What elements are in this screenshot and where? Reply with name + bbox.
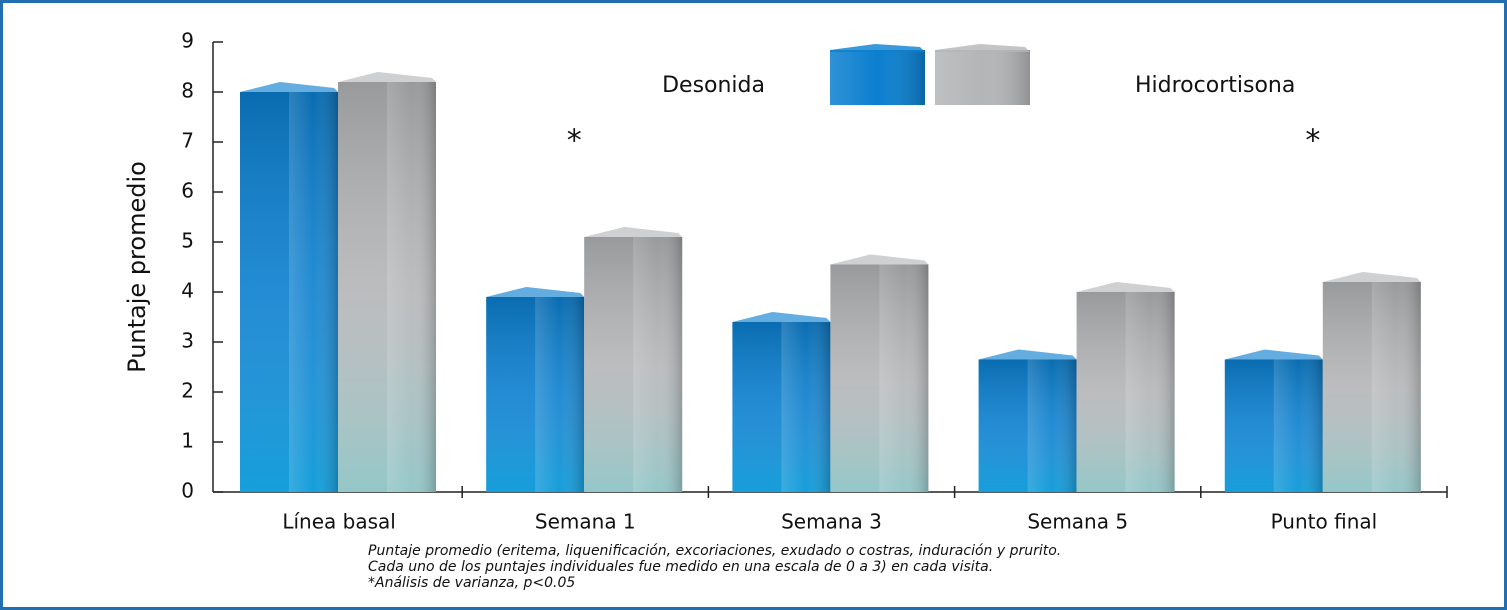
bar-cap (732, 312, 831, 322)
bar-cap-light (486, 287, 585, 297)
annotation: * (1305, 124, 1320, 159)
y-tick-label: 6 (181, 179, 194, 203)
bar-group (732, 312, 831, 492)
bar-side (633, 237, 683, 492)
legend-cap (830, 44, 925, 52)
legend-swatch-shade (830, 50, 925, 105)
bar-cap-light (978, 349, 1077, 360)
bar-cap (1224, 349, 1323, 360)
bar-side (387, 82, 436, 492)
bar-group (486, 287, 585, 492)
y-tick-label: 2 (181, 379, 194, 403)
bar-group (240, 82, 338, 492)
y-tick-label: 1 (181, 429, 194, 453)
bar-cap (240, 82, 338, 92)
legend-swatch-shade (935, 50, 1030, 105)
y-tick-label: 3 (181, 329, 194, 353)
footnote: Puntaje promedio (eritema, liquenificaci… (368, 543, 1061, 559)
bar-cap (338, 72, 436, 82)
bar-group (1322, 272, 1421, 492)
y-tick-label: 9 (181, 29, 194, 53)
legend-label: Hidrocortisona (1135, 73, 1295, 98)
bar-side (289, 92, 338, 492)
bar-cap-light (732, 312, 831, 322)
y-axis-label: Puntaje promedio (123, 161, 151, 373)
bar-side (781, 322, 831, 492)
bar-group (1076, 282, 1175, 492)
x-tick-label: Línea basal (282, 510, 395, 534)
footnote: *Análisis de varianza, p<0.05 (368, 575, 575, 591)
bar-cap-light (584, 227, 683, 237)
bar-side (879, 264, 929, 492)
bar-cap-light (240, 82, 338, 92)
x-tick-label: Semana 3 (781, 510, 882, 534)
bar-cap-light (338, 72, 436, 82)
bar-group (978, 349, 1077, 492)
bar-cap-light (830, 254, 929, 265)
bar-group (1224, 349, 1323, 492)
y-tick-label: 8 (181, 79, 194, 103)
bar-cap (584, 227, 683, 237)
bar-side (1371, 282, 1421, 492)
bar-cap-light (1322, 272, 1421, 282)
bar-cap (486, 287, 585, 297)
bar-cap (1076, 282, 1175, 292)
x-tick-label: Punto final (1271, 510, 1378, 534)
y-tick-label: 5 (181, 229, 194, 253)
y-tick-label: 0 (181, 479, 194, 503)
x-tick-label: Semana 5 (1027, 510, 1128, 534)
x-tick-label: Semana 1 (535, 510, 636, 534)
footnote: Cada uno de los puntajes individuales fu… (368, 559, 993, 575)
bar-group (338, 72, 436, 492)
bar-cap (1322, 272, 1421, 282)
bar-cap-light (1076, 282, 1175, 292)
y-tick-label: 7 (181, 129, 194, 153)
bar-side (1027, 359, 1077, 492)
bar-group (830, 254, 929, 492)
annotation: * (567, 124, 582, 159)
bar-side (1125, 292, 1175, 492)
bar-group (584, 227, 683, 492)
legend-label: Desonida (662, 73, 765, 98)
bar-side (535, 297, 585, 492)
bar-cap (830, 254, 929, 265)
bar-side (1273, 359, 1323, 492)
bar-cap-light (1224, 349, 1323, 360)
legend-cap (935, 44, 1030, 52)
y-tick-label: 4 (181, 279, 194, 303)
bar-cap (978, 349, 1077, 360)
